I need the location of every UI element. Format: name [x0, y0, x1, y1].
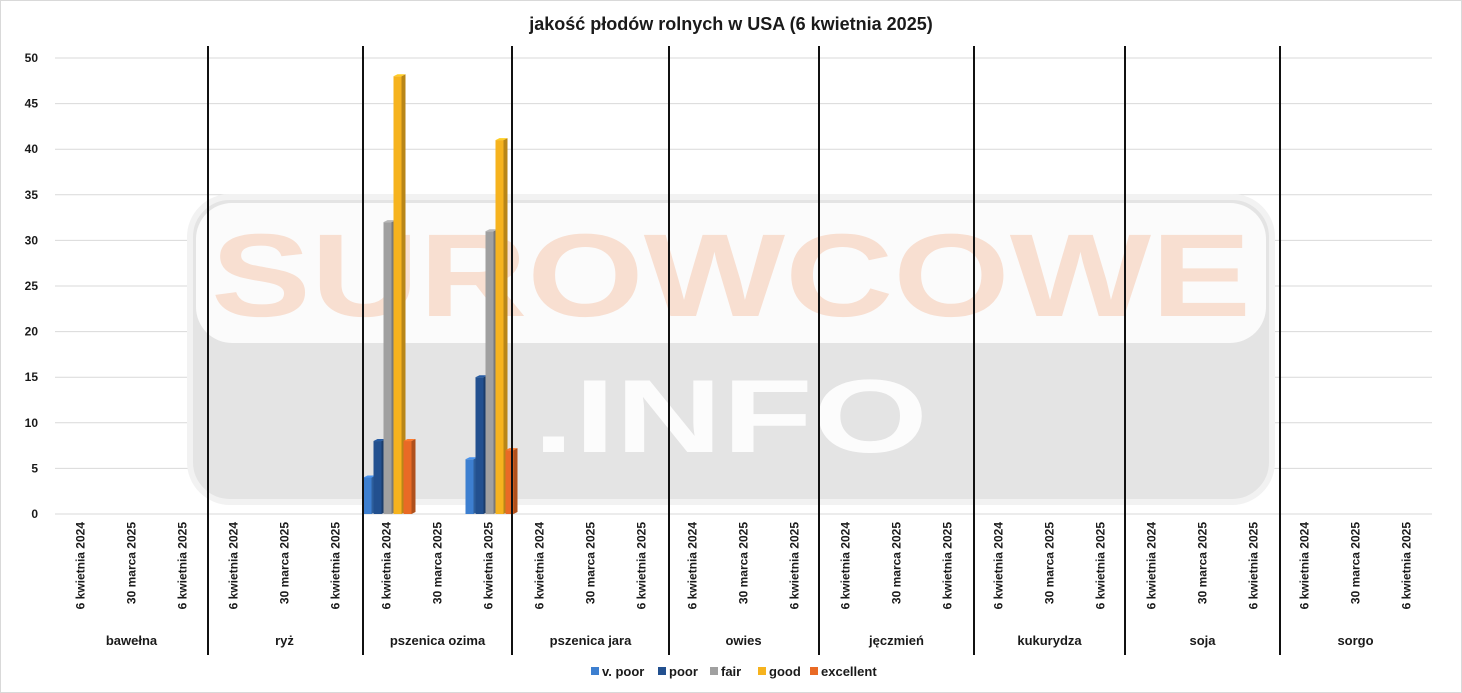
x-tick-label: 30 marca 2025 — [431, 522, 445, 604]
bar-front — [383, 222, 392, 514]
x-tick-label: 30 marca 2025 — [1196, 522, 1210, 604]
x-tick-label: 6 kwietnia 2025 — [941, 522, 955, 610]
x-tick-label: 6 kwietnia 2025 — [1247, 522, 1261, 610]
x-axis-labels: 6 kwietnia 2024 30 marca 2025 6 kwietnia 2… — [74, 522, 1414, 610]
x-tick-label: 6 kwietnia 2024 — [74, 522, 88, 610]
bar-top — [403, 439, 416, 442]
x-tick-label: 30 marca 2025 — [890, 522, 904, 604]
chart-title: jakość płodów rolnych w USA (6 kwietnia … — [528, 14, 932, 34]
bar-side — [503, 138, 508, 514]
legend-label: poor — [669, 664, 698, 679]
legend-swatch — [810, 667, 818, 675]
bar-front — [475, 377, 484, 514]
bar — [393, 74, 406, 515]
x-tick-label: 6 kwietnia 2025 — [1400, 522, 1414, 610]
group-label: pszenica jara — [550, 633, 632, 648]
bar-top — [363, 475, 376, 478]
bar-front — [465, 459, 474, 514]
y-tick-label: 25 — [25, 279, 39, 293]
group-label: jęczmień — [868, 633, 924, 648]
group-separators — [207, 46, 1281, 655]
y-axis-ticks: 0 5 10 15 20 25 30 35 40 45 50 — [25, 51, 39, 521]
group-label: bawełna — [106, 633, 158, 648]
y-tick-label: 5 — [31, 461, 38, 475]
legend-label: good — [769, 664, 801, 679]
x-tick-label: 6 kwietnia 2024 — [839, 522, 853, 610]
bar-front — [403, 441, 412, 514]
legend-swatch — [758, 667, 766, 675]
y-tick-label: 20 — [25, 325, 39, 339]
bar-top — [393, 74, 406, 77]
legend: v. poor poor fair good excellent — [591, 664, 877, 679]
bar-front — [495, 140, 504, 514]
bar-side — [513, 448, 518, 514]
x-tick-label: 6 kwietnia 2025 — [329, 522, 343, 610]
x-tick-label: 30 marca 2025 — [737, 522, 751, 604]
bar-top — [475, 375, 488, 378]
bar-top — [383, 220, 396, 223]
legend-swatch — [658, 667, 666, 675]
bar-front — [485, 231, 494, 514]
x-tick-label: 6 kwietnia 2025 — [635, 522, 649, 610]
group-label: ryż — [275, 633, 294, 648]
x-tick-label: 6 kwietnia 2024 — [533, 522, 547, 610]
group-labels: bawełna ryż pszenica ozima pszenica jara owi… — [106, 633, 1374, 648]
x-tick-label: 6 kwietnia 2025 — [788, 522, 802, 610]
legend-swatch — [591, 667, 599, 675]
y-tick-label: 40 — [25, 142, 39, 156]
x-tick-label: 30 marca 2025 — [125, 522, 139, 604]
legend-swatch — [710, 667, 718, 675]
bars — [363, 74, 518, 515]
x-tick-label: 6 kwietnia 2024 — [227, 522, 241, 610]
bar-side — [411, 439, 416, 514]
bar-front — [505, 450, 514, 514]
watermark-line2: .INFO — [533, 359, 928, 475]
x-tick-label: 6 kwietnia 2024 — [380, 522, 394, 610]
legend-label: excellent — [821, 664, 877, 679]
y-tick-label: 50 — [25, 51, 39, 65]
bar-top — [485, 229, 498, 232]
x-tick-label: 6 kwietnia 2025 — [176, 522, 190, 610]
y-tick-label: 15 — [25, 370, 39, 384]
group-label: soja — [1189, 633, 1216, 648]
x-tick-label: 30 marca 2025 — [584, 522, 598, 604]
x-tick-label: 30 marca 2025 — [1043, 522, 1057, 604]
bar — [403, 439, 416, 514]
x-tick-label: 30 marca 2025 — [278, 522, 292, 604]
group-label: sorgo — [1337, 633, 1373, 648]
group-label: pszenica ozima — [390, 633, 486, 648]
legend-label: fair — [721, 664, 741, 679]
x-tick-label: 6 kwietnia 2024 — [686, 522, 700, 610]
bar — [505, 448, 518, 514]
y-tick-label: 35 — [25, 188, 39, 202]
y-tick-label: 0 — [31, 507, 38, 521]
y-tick-label: 10 — [25, 416, 39, 430]
bar-front — [373, 441, 382, 514]
watermark: SUROWCOWE .INFO — [187, 194, 1275, 505]
watermark-line1: SUROWCOWE — [211, 210, 1251, 342]
x-tick-label: 30 marca 2025 — [1349, 522, 1363, 604]
legend-label: v. poor — [602, 664, 644, 679]
group-label: kukurydza — [1017, 633, 1082, 648]
x-tick-label: 6 kwietnia 2024 — [1298, 522, 1312, 610]
bar-top — [495, 138, 508, 141]
y-tick-label: 45 — [25, 97, 39, 111]
group-label: owies — [725, 633, 761, 648]
x-tick-label: 6 kwietnia 2025 — [1094, 522, 1108, 610]
bar-front — [393, 76, 402, 515]
bar — [495, 138, 508, 514]
y-tick-label: 30 — [25, 233, 39, 247]
x-tick-label: 6 kwietnia 2024 — [1145, 522, 1159, 610]
bar-top — [373, 439, 386, 442]
x-tick-label: 6 kwietnia 2024 — [992, 522, 1006, 610]
bar-front — [363, 477, 372, 514]
bar-side — [401, 74, 406, 515]
x-tick-label: 6 kwietnia 2025 — [482, 522, 496, 610]
bar-top — [465, 457, 478, 460]
